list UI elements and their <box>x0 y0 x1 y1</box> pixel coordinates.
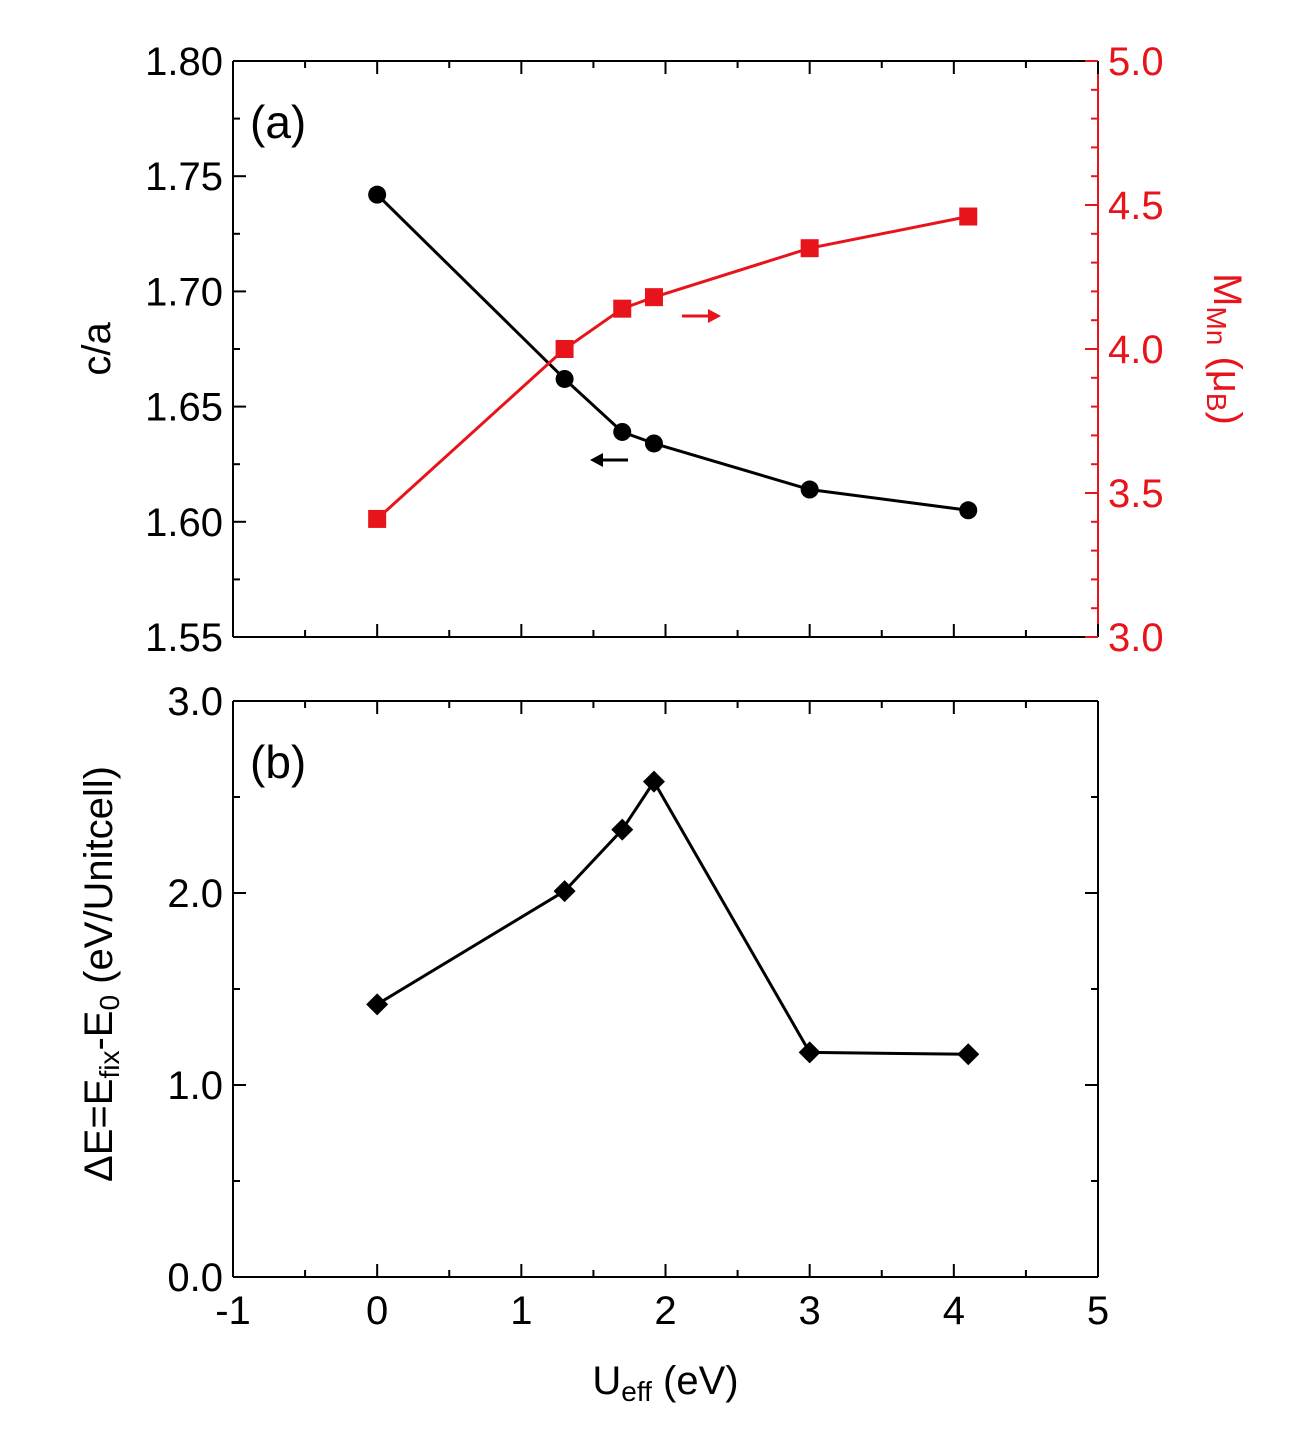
x-tick-label: 5 <box>1087 1289 1109 1333</box>
y2-tick-label: 4.5 <box>1108 184 1164 228</box>
data-point-square <box>613 299 632 318</box>
panel-a: 1.55 1.60 1.65 1.70 1.75 1.80 3.0 3.5 4.0 4.5 5.0 c… <box>75 40 1249 660</box>
data-point-diamond <box>553 880 576 903</box>
x-axis-title-subscript: eff <box>621 1376 652 1407</box>
series-line-1 <box>376 215 969 521</box>
y-tick-label: 2.0 <box>167 872 223 916</box>
data-point-circle <box>555 369 574 388</box>
panel-label-a: (a) <box>250 96 306 148</box>
y-axis-title: c/a <box>75 322 119 376</box>
y-axis-title-subscript: fix <box>94 1051 125 1079</box>
y-tick-label: 3.0 <box>167 680 223 724</box>
data-point-square <box>644 288 663 307</box>
y-axis-title-part: (eV/Unitcell) <box>77 766 121 995</box>
y-axis-title: ΔE=Efix-E0 (eV/Unitcell) <box>77 766 125 1182</box>
arrow-right-head <box>708 309 721 323</box>
data-point-circle <box>368 185 387 204</box>
x-tick-label: 2 <box>654 1289 676 1333</box>
data-point-square <box>368 509 387 528</box>
y-tick-label: 1.0 <box>167 1064 223 1108</box>
y-axis-title-part: ΔE=E <box>77 1079 121 1182</box>
y-axis-title-subscript: 0 <box>94 995 125 1011</box>
data-point-diamond <box>366 993 389 1016</box>
y2-axis-title-subscript: B <box>1201 393 1232 412</box>
y2-axis-title-part: M <box>1205 273 1249 306</box>
x-tick-label: -1 <box>215 1289 251 1333</box>
y-tick-label: 0.0 <box>167 1256 223 1300</box>
x-tick-label: 3 <box>799 1289 821 1333</box>
y2-tick-label: 3.0 <box>1108 616 1164 660</box>
y-tick-label: 1.65 <box>145 386 223 430</box>
data-point-diamond <box>611 818 634 841</box>
data-point-square <box>555 340 574 358</box>
x-tick-label: 0 <box>366 1289 388 1333</box>
panel-label-b: (b) <box>250 736 306 788</box>
data-point-circle <box>613 422 632 441</box>
arrow-left-head <box>590 453 603 467</box>
y2-axis-title-part: ) <box>1205 412 1249 425</box>
data-point-diamond <box>798 1041 821 1064</box>
series-line-0 <box>376 193 969 512</box>
data-point-square <box>800 239 819 258</box>
x-axis-title-part: (eV) <box>652 1359 739 1403</box>
data-point-square <box>959 207 978 226</box>
x-tick-label: 4 <box>943 1289 965 1333</box>
series-line-0 <box>376 778 969 1056</box>
data-point-circle <box>644 434 663 453</box>
y2-tick-label: 4.0 <box>1108 328 1164 372</box>
data-point-circle <box>959 501 978 520</box>
panel-b: -1 0 1 2 3 4 5 0.0 1.0 2.0 3.0 Ueff (eV) ΔE=Efix-E0 … <box>77 680 1109 1407</box>
y-tick-label: 1.60 <box>145 501 223 545</box>
y2-tick-label: 3.5 <box>1108 472 1164 516</box>
y-tick-label: 1.80 <box>145 40 223 84</box>
x-axis-title: Ueff (eV) <box>592 1359 738 1407</box>
x-axis-title-part: U <box>592 1359 621 1403</box>
x-tick-label: 1 <box>510 1289 532 1333</box>
y2-axis-title-subscript: Mn <box>1201 306 1232 345</box>
data-point-diamond <box>957 1043 980 1066</box>
y-axis-title-part: -E <box>77 1011 121 1051</box>
y-tick-label: 1.75 <box>145 155 223 199</box>
data-point-diamond <box>642 770 665 793</box>
y2-axis-title: MMn (μB) <box>1201 273 1249 425</box>
data-point-circle <box>800 480 819 499</box>
y2-tick-label: 5.0 <box>1108 40 1164 84</box>
y2-axis-title-part: (μ <box>1205 345 1249 392</box>
y-tick-label: 1.70 <box>145 270 223 314</box>
y-tick-label: 1.55 <box>145 616 223 660</box>
